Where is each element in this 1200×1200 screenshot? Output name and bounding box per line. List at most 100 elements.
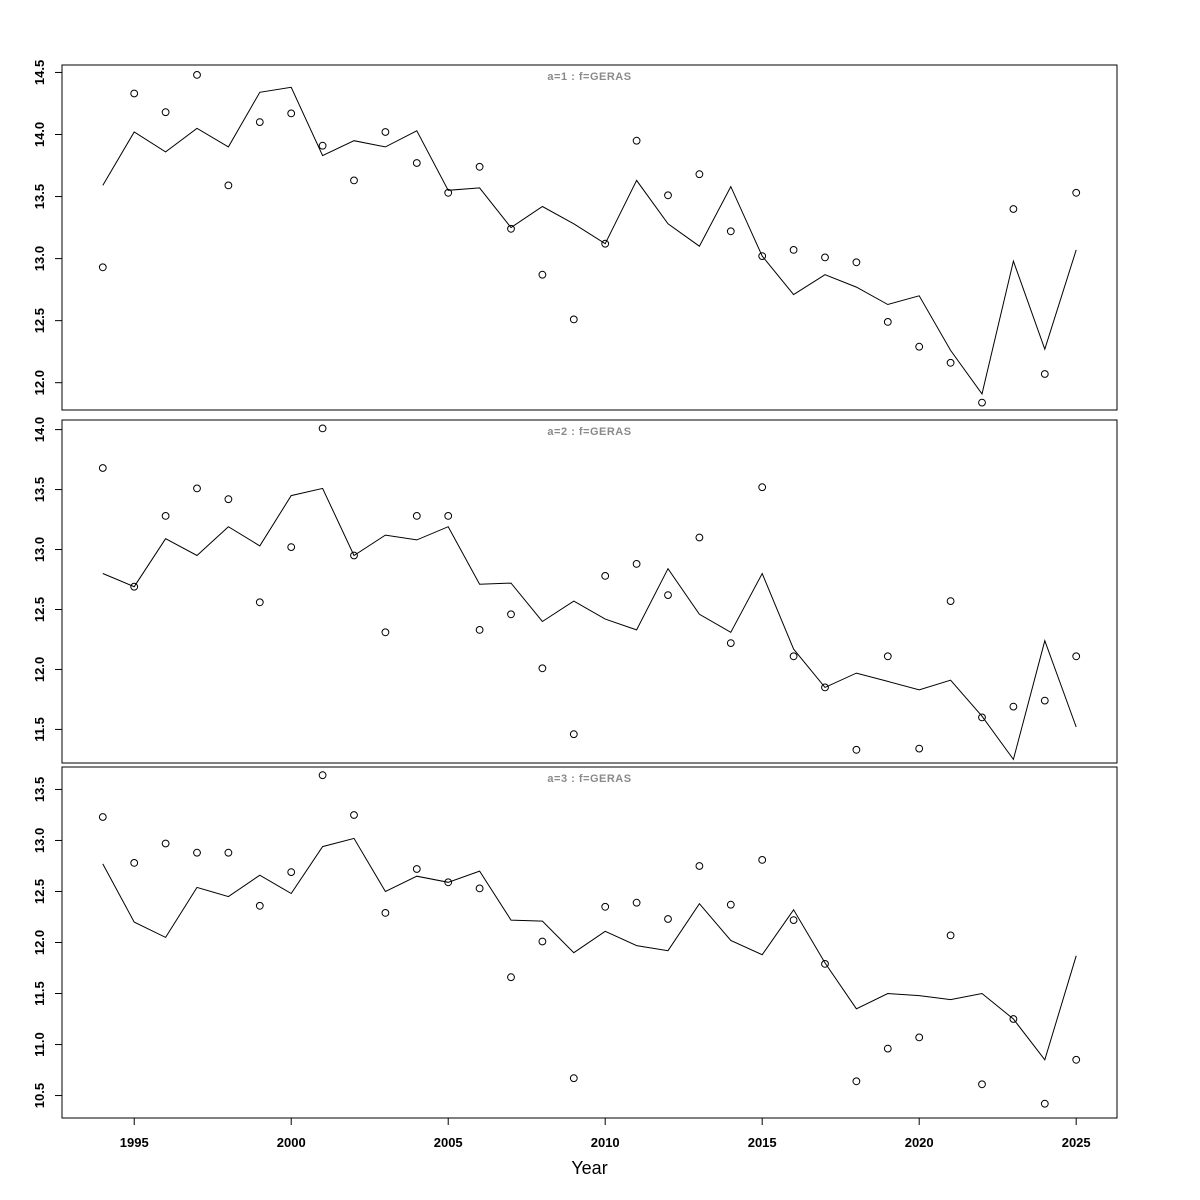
data-point (444, 878, 453, 887)
fitted-line (102, 86, 1077, 396)
data-point (224, 848, 233, 857)
data-point (350, 551, 358, 560)
data-point (695, 862, 704, 870)
data-point (946, 597, 955, 605)
data-point (193, 848, 201, 857)
data-point (726, 639, 735, 647)
data-point (632, 136, 641, 145)
data-point (978, 1080, 986, 1089)
data-point (381, 628, 390, 637)
data-point (412, 865, 421, 873)
data-point (444, 512, 453, 520)
data-point (193, 71, 201, 79)
x-tick-label: 2005 (434, 1135, 463, 1150)
data-point (475, 626, 484, 634)
y-tick-label: 13.5 (32, 184, 47, 209)
data-point (632, 560, 641, 568)
data-point (475, 162, 484, 171)
data-point (883, 318, 892, 326)
data-point (412, 512, 421, 520)
data-point (915, 744, 924, 753)
fitted-line (102, 487, 1077, 761)
data-point (161, 512, 170, 520)
data-point (601, 239, 610, 248)
data-point (318, 141, 327, 150)
y-tick-label: 11.5 (32, 717, 47, 742)
y-tick-label: 13.0 (32, 537, 47, 562)
data-point (507, 973, 515, 982)
y-tick-label: 11.5 (32, 981, 47, 1006)
y-tick-label: 10.5 (32, 1083, 47, 1108)
data-point (1009, 205, 1018, 213)
data-point (412, 159, 421, 167)
data-point (852, 258, 861, 267)
data-point (255, 901, 264, 910)
data-point (350, 176, 358, 185)
panel-title-a1: a=1 : f=GERAS (547, 71, 632, 83)
data-point (758, 483, 767, 492)
data-point (758, 252, 767, 261)
data-point (883, 652, 892, 661)
data-point (789, 246, 798, 254)
y-tick-label: 11.0 (32, 1032, 47, 1057)
data-point (915, 342, 924, 351)
data-point (130, 89, 139, 98)
data-point (98, 464, 107, 472)
data-point (1009, 702, 1018, 711)
data-point (695, 533, 704, 542)
data-point (130, 859, 139, 867)
data-point (1072, 188, 1081, 197)
x-tick-label: 2010 (591, 1135, 620, 1150)
panel-title-a2: a=2 : f=GERAS (547, 426, 632, 438)
y-tick-label: 13.5 (32, 777, 47, 802)
data-point (569, 1074, 578, 1083)
data-point (287, 109, 296, 118)
data-point (538, 664, 547, 673)
data-point (569, 730, 578, 739)
data-point (98, 813, 107, 821)
panel-border (61, 64, 1118, 411)
data-point (1072, 1055, 1081, 1064)
data-point (789, 652, 798, 661)
data-point (1009, 1015, 1018, 1023)
y-tick-label: 14.0 (32, 417, 47, 442)
data-point (569, 315, 578, 324)
x-tick-label: 2020 (905, 1135, 934, 1150)
x-tick-label: 1995 (120, 1135, 149, 1150)
data-point (1040, 370, 1049, 378)
data-point (350, 811, 358, 819)
y-tick-label: 13.0 (32, 246, 47, 271)
data-point (632, 898, 641, 907)
y-tick-label: 12.5 (32, 879, 47, 904)
data-point (381, 128, 390, 136)
y-tick-label: 13.5 (32, 477, 47, 502)
panel-title-a3: a=3 : f=GERAS (547, 773, 632, 785)
y-tick-label: 12.0 (32, 657, 47, 682)
fitted-line (102, 837, 1077, 1061)
data-point (538, 937, 547, 946)
data-point (161, 108, 170, 117)
data-point (726, 227, 735, 236)
data-point (255, 118, 264, 126)
y-tick-label: 12.0 (32, 930, 47, 955)
data-point (883, 1044, 892, 1053)
data-point (224, 495, 233, 504)
data-point (255, 598, 264, 607)
data-point (318, 771, 327, 780)
data-point (538, 270, 547, 279)
data-point (381, 909, 390, 917)
data-point (695, 170, 704, 179)
data-point (821, 253, 829, 262)
data-point (789, 916, 798, 924)
x-axis-title: Year (571, 1158, 608, 1178)
data-point (664, 591, 672, 599)
data-point (946, 931, 955, 940)
data-point (664, 915, 672, 923)
y-tick-label: 12.0 (32, 370, 47, 395)
data-point (130, 582, 139, 591)
x-tick-label: 2000 (277, 1135, 306, 1150)
data-point (1040, 1099, 1049, 1108)
data-point (601, 902, 610, 911)
y-tick-label: 12.5 (32, 308, 47, 333)
